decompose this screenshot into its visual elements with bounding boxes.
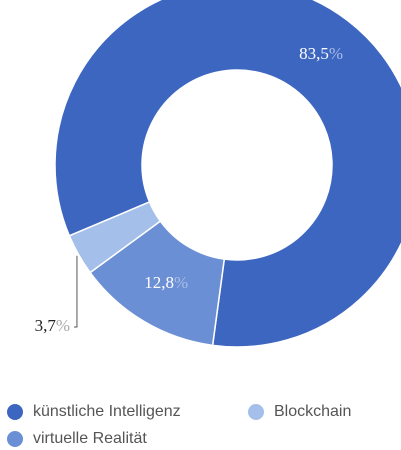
donut-segment xyxy=(54,0,401,348)
legend-swatch xyxy=(248,404,264,420)
legend-swatch xyxy=(7,404,23,420)
legend-swatch xyxy=(7,431,23,447)
value-unit: % xyxy=(174,273,188,292)
value-number: 12,8 xyxy=(144,273,174,292)
legend-label: künstliche Intelligenz xyxy=(33,403,181,420)
value-number: 83,5 xyxy=(299,44,329,63)
donut-segment xyxy=(68,200,162,274)
value-unit: % xyxy=(56,316,70,335)
value-label: 3,7% xyxy=(35,316,70,335)
legend-label: Blockchain xyxy=(274,403,351,420)
value-label: 83,5% xyxy=(299,44,343,63)
value-label: 12,8% xyxy=(144,273,188,292)
legend-label: virtuelle Realität xyxy=(33,430,147,447)
value-number: 3,7 xyxy=(35,316,57,335)
value-unit: % xyxy=(329,44,343,63)
leader-line xyxy=(74,255,78,328)
